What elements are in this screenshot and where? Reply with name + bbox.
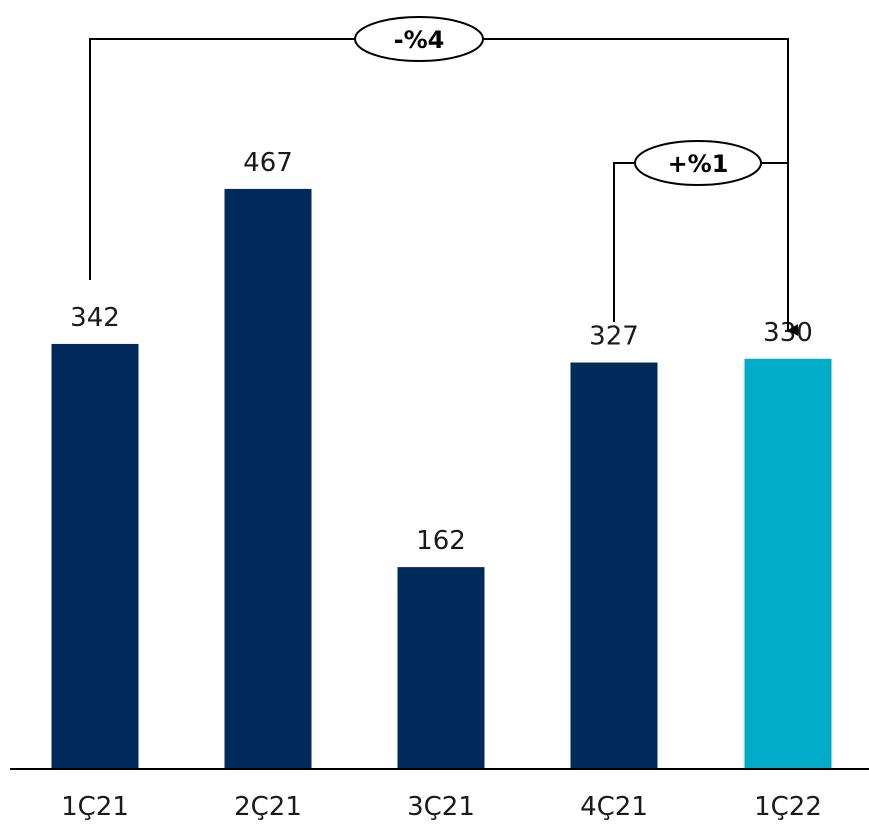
- change-badge-label: -%4: [394, 26, 445, 54]
- bar-3Ç21: [397, 567, 485, 768]
- annotations-layer: -%4 +%1: [89, 16, 798, 336]
- change-badge: [354, 16, 484, 62]
- annotation-bracket: -%4: [89, 16, 798, 336]
- x-tick-label: 2Ç21: [234, 792, 302, 822]
- bracket-line: [613, 162, 788, 322]
- annotation-bracket: +%1: [613, 140, 788, 322]
- bar-value-label: 327: [589, 322, 639, 352]
- bar-1Ç22: [744, 358, 832, 768]
- x-tick-label: 1Ç21: [61, 792, 129, 822]
- change-badge-label: +%1: [668, 150, 729, 178]
- bar-value-label: 162: [416, 526, 466, 556]
- bar-4Ç21: [570, 362, 658, 768]
- change-badge: [634, 140, 762, 186]
- bars-layer: [51, 188, 832, 769]
- bar-2Ç21: [224, 188, 312, 769]
- x-tick-label: 1Ç22: [754, 792, 822, 822]
- x-tick-labels-layer: 1Ç21 2Ç21 3Ç21 4Ç21 1Ç22: [61, 792, 822, 822]
- bar-value-label: 342: [70, 303, 120, 333]
- x-tick-label: 3Ç21: [407, 792, 475, 822]
- bar-value-label: 467: [243, 148, 293, 178]
- bar-1Ç21: [51, 343, 139, 768]
- x-tick-label: 4Ç21: [580, 792, 648, 822]
